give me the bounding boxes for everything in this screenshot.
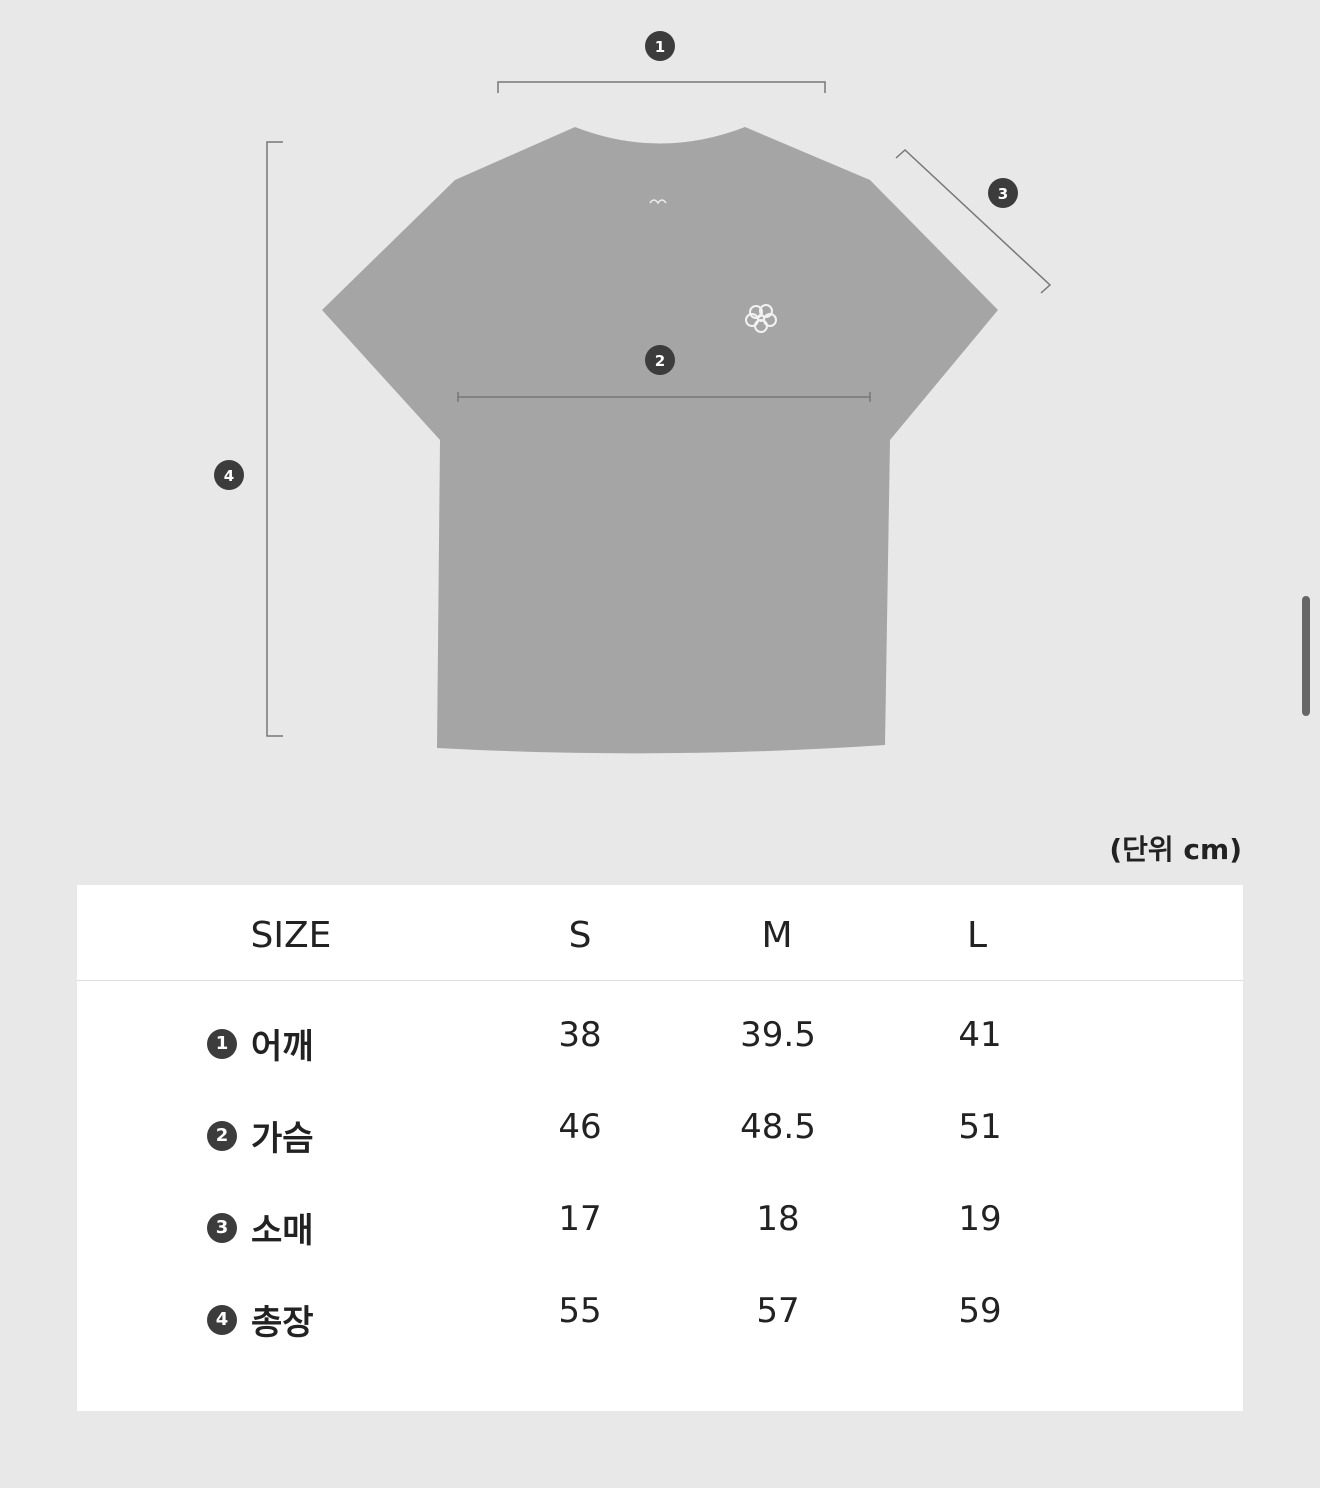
tshirt-diagram: 1 2 3 4 — [214, 31, 1052, 754]
chest-measure-line — [457, 392, 871, 402]
flower-logo-icon — [745, 304, 777, 333]
sleeve-measure-line — [895, 148, 1052, 294]
value-cell: 59 — [958, 1291, 1002, 1331]
marker-1: 1 — [645, 31, 675, 61]
measure-name: 어깨 — [251, 1027, 314, 1067]
marker-badge: 3 — [207, 1212, 237, 1243]
marker-3: 3 — [988, 178, 1018, 208]
value-cell: 39.5 — [740, 1015, 816, 1055]
tshirt-shape — [322, 127, 998, 754]
value-cell: 17 — [558, 1199, 602, 1239]
value-cell: 48.5 — [740, 1107, 816, 1147]
value-cell: 41 — [958, 1015, 1002, 1055]
value-cell: 19 — [958, 1199, 1002, 1239]
measure-name: 가슴 — [251, 1119, 314, 1159]
marker-4: 4 — [214, 460, 244, 490]
svg-text:2: 2 — [655, 352, 665, 370]
measure-name: 총장 — [251, 1303, 314, 1343]
table-row: 1 어깨 38 39.5 41 — [77, 1015, 1243, 1125]
value-cell: 51 — [958, 1107, 1002, 1147]
header-size: SIZE — [250, 915, 332, 956]
shoulder-measure-line — [497, 81, 826, 93]
table-row: 2 가슴 46 48.5 51 — [77, 1107, 1243, 1217]
table-row: 4 총장 55 57 59 — [77, 1291, 1243, 1401]
scrollbar[interactable] — [1302, 596, 1310, 716]
header-m: M — [761, 915, 793, 956]
value-cell: 57 — [756, 1291, 800, 1331]
value-cell: 38 — [558, 1015, 602, 1055]
unit-label: (단위 cm) — [1109, 833, 1242, 866]
row-label: 3 소매 — [207, 1203, 314, 1252]
marker-badge: 2 — [207, 1120, 237, 1151]
row-label: 4 총장 — [207, 1295, 314, 1344]
value-cell: 55 — [558, 1291, 602, 1331]
marker-badge: 4 — [207, 1304, 237, 1335]
measure-name: 소매 — [251, 1211, 314, 1251]
table-header: SIZE S M L — [77, 885, 1243, 981]
size-table: SIZE S M L 1 어깨 38 39.5 41 2 가슴 46 48.5 51 3 소매 17 18… — [77, 885, 1243, 1411]
svg-text:3: 3 — [998, 185, 1008, 203]
marker-badge: 1 — [207, 1028, 237, 1059]
length-measure-line — [266, 141, 283, 737]
svg-text:4: 4 — [224, 467, 234, 485]
header-l: L — [966, 915, 988, 956]
marker-2: 2 — [645, 345, 675, 375]
svg-text:1: 1 — [655, 38, 665, 56]
logo-mark-icon — [649, 199, 667, 205]
row-label: 1 어깨 — [207, 1019, 314, 1068]
table-row: 3 소매 17 18 19 — [77, 1199, 1243, 1309]
header-s: S — [568, 915, 592, 956]
row-label: 2 가슴 — [207, 1111, 314, 1160]
value-cell: 18 — [756, 1199, 800, 1239]
value-cell: 46 — [558, 1107, 602, 1147]
